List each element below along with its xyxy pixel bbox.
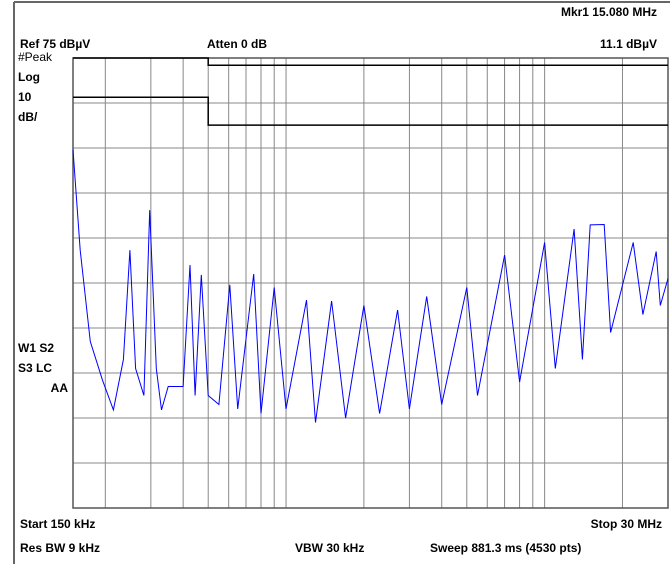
marker-level: 11.1 dBµV <box>600 37 657 51</box>
attenuation: Atten 0 dB <box>207 37 267 51</box>
scale-type: Log <box>18 70 40 84</box>
start-freq: Start 150 kHz <box>20 517 95 531</box>
stop-freq: Stop 30 MHz <box>591 517 662 531</box>
limit-line <box>73 96 668 126</box>
limit-line <box>73 57 668 66</box>
trace-info: W1 S2 <box>18 341 54 355</box>
sweep: Sweep 881.3 ms (4530 pts) <box>430 541 581 555</box>
ref-level: Ref 75 dBµV <box>20 37 90 51</box>
marker-freq: Mkr1 15.080 MHz <box>561 5 657 19</box>
rbw: Res BW 9 kHz <box>20 541 100 555</box>
scale-per-div: 10 <box>18 90 32 104</box>
scale-unit: dB/ <box>18 110 38 124</box>
trace <box>72 149 669 423</box>
vbw: VBW 30 kHz <box>295 541 364 555</box>
plot-border <box>72 57 669 509</box>
detector: #Peak <box>18 50 53 64</box>
trace-info: S3 LC <box>18 361 52 375</box>
trace-info: AA <box>51 381 69 395</box>
